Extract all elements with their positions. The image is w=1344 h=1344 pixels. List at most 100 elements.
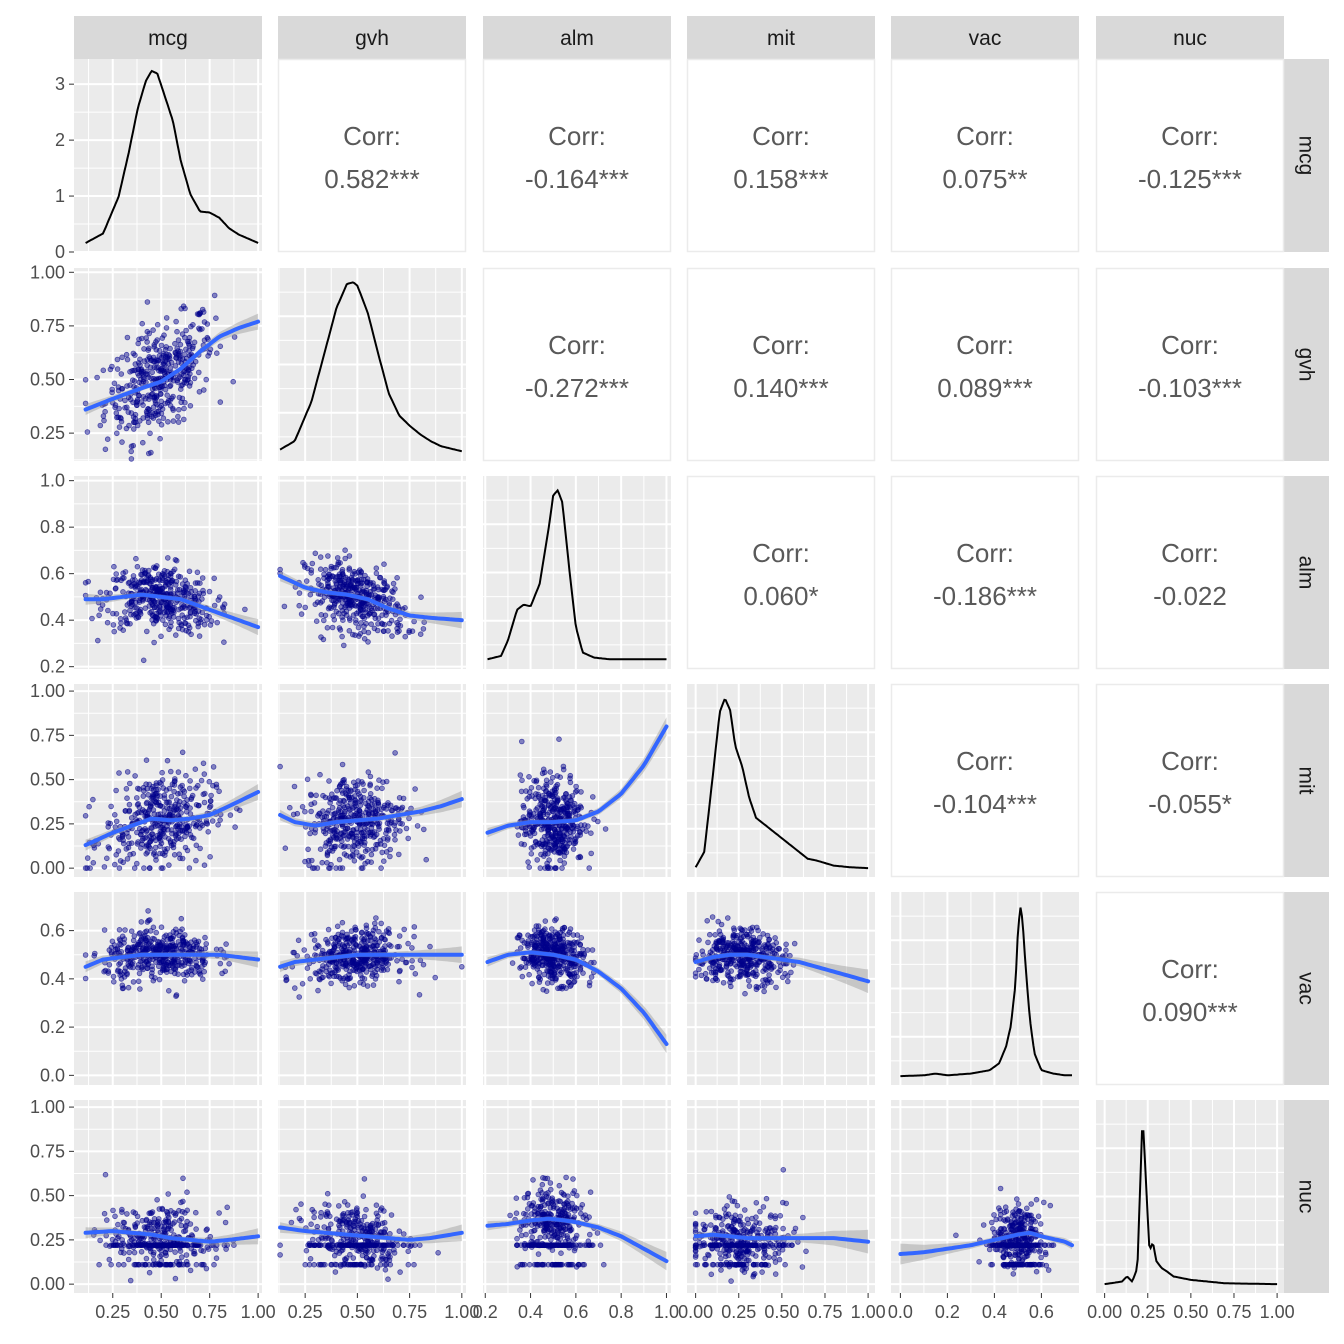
corr-label-mcg-nuc: Corr:: [1161, 121, 1219, 151]
panel-mit-nuc: Corr: -0.055*: [1095, 683, 1285, 878]
panel-mit-gvh: [277, 684, 466, 877]
smooth-ribbon-vac-alm: [487, 949, 667, 1054]
panel-vac-mit: [687, 892, 875, 1085]
column-strip-gvh: gvh: [278, 16, 466, 59]
corr-label-gvh-nuc: Corr:: [1161, 330, 1219, 360]
x-tick-label-alm: 1.0: [654, 1302, 679, 1322]
panel-alm-mit: Corr: 0.060*: [686, 475, 876, 670]
corr-label-vac-nuc: Corr:: [1161, 954, 1219, 984]
row-strip-alm: alm: [1284, 476, 1329, 669]
panel-mcg-mit: Corr: 0.158***: [686, 58, 876, 253]
row-strip-gvh: gvh: [1284, 268, 1329, 461]
x-tick-label-gvh: 0.50: [340, 1302, 375, 1322]
panel-mit-vac: Corr: -0.104***: [890, 683, 1080, 878]
x-tick-label-mcg: 0.25: [95, 1302, 130, 1322]
corr-label-mit-vac: Corr:: [956, 746, 1014, 776]
y-tick-label-nuc: 0.50: [30, 1186, 65, 1206]
corr-value-gvh-vac: 0.089***: [937, 373, 1032, 403]
column-strip-mit: mit: [687, 16, 875, 59]
corr-label-alm-nuc: Corr:: [1161, 538, 1219, 568]
x-tick-label-alm: 0.2: [473, 1302, 498, 1322]
scatter-points-gvh-mcg: [82, 292, 238, 462]
density-curve-nuc: [1104, 1130, 1278, 1286]
y-tick-label-mit: 0.75: [30, 725, 65, 745]
corr-value-gvh-mit: 0.140***: [733, 373, 828, 403]
y-tick-label-mit: 0.00: [30, 858, 65, 878]
panel-alm-mcg: [74, 476, 262, 669]
panel-vac-mcg: [74, 892, 262, 1085]
panel-gvh-gvh: [278, 268, 466, 461]
corr-label-mcg-gvh: Corr:: [343, 121, 401, 151]
scatter-points-nuc-vac: [953, 1185, 1057, 1277]
smooth-line-nuc-gvh: [278, 1225, 464, 1242]
y-tick-label-mcg: 1: [55, 186, 65, 206]
density-curve-mit: [694, 698, 869, 870]
column-strip-label-nuc: nuc: [1173, 27, 1207, 50]
y-tick-label-vac: 0.6: [40, 921, 65, 941]
x-tick-label-nuc: 0.25: [1130, 1302, 1165, 1322]
x-tick-label-vac: 0.0: [888, 1302, 913, 1322]
x-tick-label-vac: 0.4: [982, 1302, 1007, 1322]
panel-mit-mcg: [74, 684, 262, 877]
y-tick-label-mcg: 0: [55, 242, 65, 262]
corr-value-mcg-mit: 0.158***: [733, 164, 828, 194]
panel-gvh-nuc: Corr: -0.103***: [1095, 267, 1285, 462]
corr-value-mit-nuc: -0.055*: [1148, 789, 1232, 819]
corr-value-gvh-nuc: -0.103***: [1138, 373, 1242, 403]
corr-value-alm-mit: 0.060*: [743, 581, 818, 611]
y-tick-label-mcg: 2: [55, 130, 65, 150]
corr-value-alm-vac: -0.186***: [933, 581, 1037, 611]
smooth-line-vac-mcg: [83, 952, 261, 969]
column-strip-nuc: nuc: [1096, 16, 1284, 59]
corr-label-gvh-mit: Corr:: [752, 330, 810, 360]
panel-nuc-gvh: [277, 1100, 466, 1293]
y-tick-label-nuc: 0.75: [30, 1141, 65, 1161]
y-tick-label-nuc: 0.25: [30, 1230, 65, 1250]
y-tick-label-vac: 0.0: [40, 1065, 65, 1085]
smooth-line-vac-alm: [485, 950, 669, 1046]
y-tick-label-alm: 1.0: [40, 471, 65, 491]
y-tick-label-vac: 0.2: [40, 1017, 65, 1037]
density-curve-vac: [900, 907, 1072, 1078]
column-strip-label-alm: alm: [560, 27, 594, 50]
column-strip-label-mit: mit: [767, 27, 795, 50]
x-axis-mit: 0.00 0.25 0.50 0.75 1.00: [678, 1293, 886, 1322]
y-axis-gvh: 0.25 0.50 0.75 1.00: [30, 262, 74, 443]
density-curve-alm: [487, 488, 667, 661]
corr-label-gvh-vac: Corr:: [956, 330, 1014, 360]
x-tick-label-mcg: 0.50: [144, 1302, 179, 1322]
panel-vac-gvh: [278, 892, 466, 1085]
corr-value-mcg-alm: -0.164***: [525, 164, 629, 194]
panel-alm-gvh: [277, 476, 466, 669]
corr-value-mcg-gvh: 0.582***: [324, 164, 419, 194]
row-strip-mcg: mcg: [1284, 59, 1329, 252]
y-tick-label-mcg: 3: [55, 74, 65, 94]
y-axis-alm: 0.2 0.4 0.6 0.8 1.0: [40, 471, 74, 677]
y-tick-label-nuc: 0.00: [30, 1274, 65, 1294]
panel-alm-alm: [483, 476, 671, 669]
panel-mit-mit: [687, 684, 875, 877]
column-strip-label-mcg: mcg: [148, 27, 188, 50]
y-tick-label-mit: 0.50: [30, 770, 65, 790]
column-strip-alm: alm: [483, 16, 671, 59]
panel-nuc-nuc: [1096, 1100, 1284, 1293]
smooth-line-nuc-mit: [693, 1232, 871, 1244]
row-strip-label-alm: alm: [1295, 556, 1318, 590]
x-tick-label-vac: 0.2: [935, 1302, 960, 1322]
column-strip-label-gvh: gvh: [355, 27, 389, 50]
panel-vac-nuc: Corr: 0.090***: [1095, 891, 1285, 1086]
panel-vac-alm: [483, 892, 671, 1085]
y-tick-label-mit: 0.25: [30, 814, 65, 834]
panel-mit-alm: [483, 684, 671, 877]
corr-label-mcg-mit: Corr:: [752, 121, 810, 151]
y-axis-vac: 0.0 0.2 0.4 0.6: [40, 921, 74, 1085]
x-tick-label-mit: 0.50: [764, 1302, 799, 1322]
x-axis-vac: 0.0 0.2 0.4 0.6: [888, 1293, 1054, 1322]
scatter-points-vac-mit: [692, 914, 798, 997]
panel-gvh-mit: Corr: 0.140***: [686, 267, 876, 462]
row-strip-label-gvh: gvh: [1295, 348, 1318, 382]
x-axis-gvh: 0.25 0.50 0.75 1.00: [288, 1293, 479, 1322]
x-tick-label-mit: 1.00: [851, 1302, 886, 1322]
row-strip-label-mcg: mcg: [1295, 136, 1318, 176]
corr-label-alm-mit: Corr:: [752, 538, 810, 568]
